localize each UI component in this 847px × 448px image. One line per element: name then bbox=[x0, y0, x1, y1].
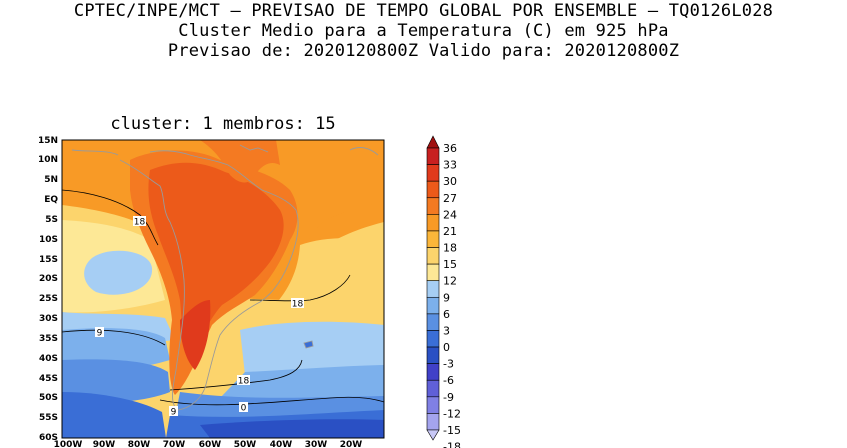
colorbar-label: -12 bbox=[443, 407, 461, 420]
title-line-2: Cluster Medio para a Temperatura (C) em … bbox=[178, 21, 669, 41]
colorbar-cell bbox=[426, 280, 440, 298]
lon-label: 90W bbox=[93, 440, 116, 448]
colorbar-label: -6 bbox=[443, 374, 454, 387]
lon-label: 40W bbox=[270, 440, 293, 448]
lat-label: 15S bbox=[39, 255, 58, 265]
lat-label: 45S bbox=[39, 374, 58, 384]
contour-label: 9 bbox=[171, 408, 177, 418]
contour-label: 18 bbox=[292, 300, 304, 310]
coastlines bbox=[71, 144, 379, 411]
lon-label: 80W bbox=[128, 440, 151, 448]
colorbar-label: -18 bbox=[443, 441, 461, 448]
lat-label: EQ bbox=[44, 195, 58, 205]
colorbar-cell bbox=[426, 413, 440, 431]
colorbar-cell bbox=[426, 164, 440, 182]
colorbar-cell bbox=[426, 263, 440, 282]
colorbar-cell bbox=[426, 214, 440, 232]
latitude-labels: 15N 10N 5N EQ 5S 10S 15S 20S 25S 30S 35S… bbox=[38, 136, 58, 443]
colorbar-cell bbox=[426, 379, 440, 398]
lat-label: 15N bbox=[38, 136, 58, 146]
contour-label: 9 bbox=[97, 329, 103, 339]
colorbar-label: 6 bbox=[443, 308, 450, 321]
lat-label: 35S bbox=[39, 334, 58, 344]
lon-label: 60W bbox=[199, 440, 222, 448]
contour-label: 18 bbox=[134, 218, 146, 228]
colorbar-cell bbox=[426, 296, 440, 315]
colorbar-label: 9 bbox=[443, 291, 450, 304]
lat-label: 50S bbox=[39, 393, 58, 403]
contour-label: 18 bbox=[238, 377, 250, 387]
map-frame bbox=[61, 139, 385, 439]
colorbar-cell bbox=[426, 180, 440, 199]
lat-label: 5S bbox=[45, 215, 58, 225]
longitude-labels: 100W 90W 80W 70W 60W 50W 40W 30W 20W bbox=[54, 440, 363, 448]
title-line-3: Previsao de: 2020120800Z Valido para: 20… bbox=[167, 41, 680, 61]
lat-label: 25S bbox=[39, 294, 58, 304]
colorbar-cell bbox=[426, 313, 440, 331]
contour-label-group: 18 18 9 18 9 0 bbox=[95, 216, 304, 418]
colorbar-label: 12 bbox=[443, 275, 457, 288]
colorbar-label: 0 bbox=[443, 341, 450, 354]
colorbar-label: -3 bbox=[443, 358, 454, 371]
lon-label: 70W bbox=[163, 440, 186, 448]
colorbar-cell bbox=[426, 197, 440, 215]
lat-label: 10S bbox=[39, 235, 58, 245]
lat-label: 40S bbox=[39, 354, 58, 364]
colorbar-arrow-top bbox=[426, 135, 440, 149]
colorbar-cell bbox=[426, 147, 440, 165]
colorbar-arrow-bottom bbox=[426, 429, 440, 441]
contour-label: 0 bbox=[241, 404, 247, 414]
lat-label: 20S bbox=[39, 274, 58, 284]
lon-label: 30W bbox=[305, 440, 328, 448]
colorbar-label: 27 bbox=[443, 192, 457, 205]
colorbar-label: 33 bbox=[443, 159, 457, 172]
lon-label: 20W bbox=[340, 440, 363, 448]
lat-label: 10N bbox=[38, 155, 58, 165]
title-line-1: CPTEC/INPE/MCT – PREVISAO DE TEMPO GLOBA… bbox=[73, 1, 774, 21]
lon-label: 100W bbox=[54, 440, 83, 448]
colorbar-label: 24 bbox=[443, 208, 457, 221]
colorbar-label: -15 bbox=[443, 424, 461, 437]
lat-label: 55S bbox=[39, 413, 58, 423]
colorbar-label: 36 bbox=[443, 142, 457, 155]
colorbar-cell bbox=[426, 363, 440, 381]
colorbar-cell bbox=[426, 330, 440, 348]
colorbar-cell bbox=[426, 396, 440, 414]
colorbar-label: 30 bbox=[443, 175, 457, 188]
lat-label: 5N bbox=[44, 175, 58, 185]
colorbar-label: 21 bbox=[443, 225, 457, 238]
colorbar-label: 15 bbox=[443, 258, 457, 271]
colorbar-cell bbox=[426, 230, 440, 248]
lat-label: 30S bbox=[39, 314, 58, 324]
map-subtitle: cluster: 1 membros: 15 bbox=[110, 114, 336, 134]
colorbar-label: -9 bbox=[443, 391, 454, 404]
contour-lines bbox=[62, 189, 384, 406]
colorbar-cell bbox=[426, 346, 440, 364]
colorbar-cell bbox=[426, 247, 440, 265]
lon-label: 50W bbox=[234, 440, 257, 448]
temperature-field bbox=[62, 140, 384, 438]
lat-label: 60S bbox=[39, 433, 58, 443]
colorbar-label: 18 bbox=[443, 242, 457, 255]
colorbar-label: 3 bbox=[443, 324, 450, 337]
